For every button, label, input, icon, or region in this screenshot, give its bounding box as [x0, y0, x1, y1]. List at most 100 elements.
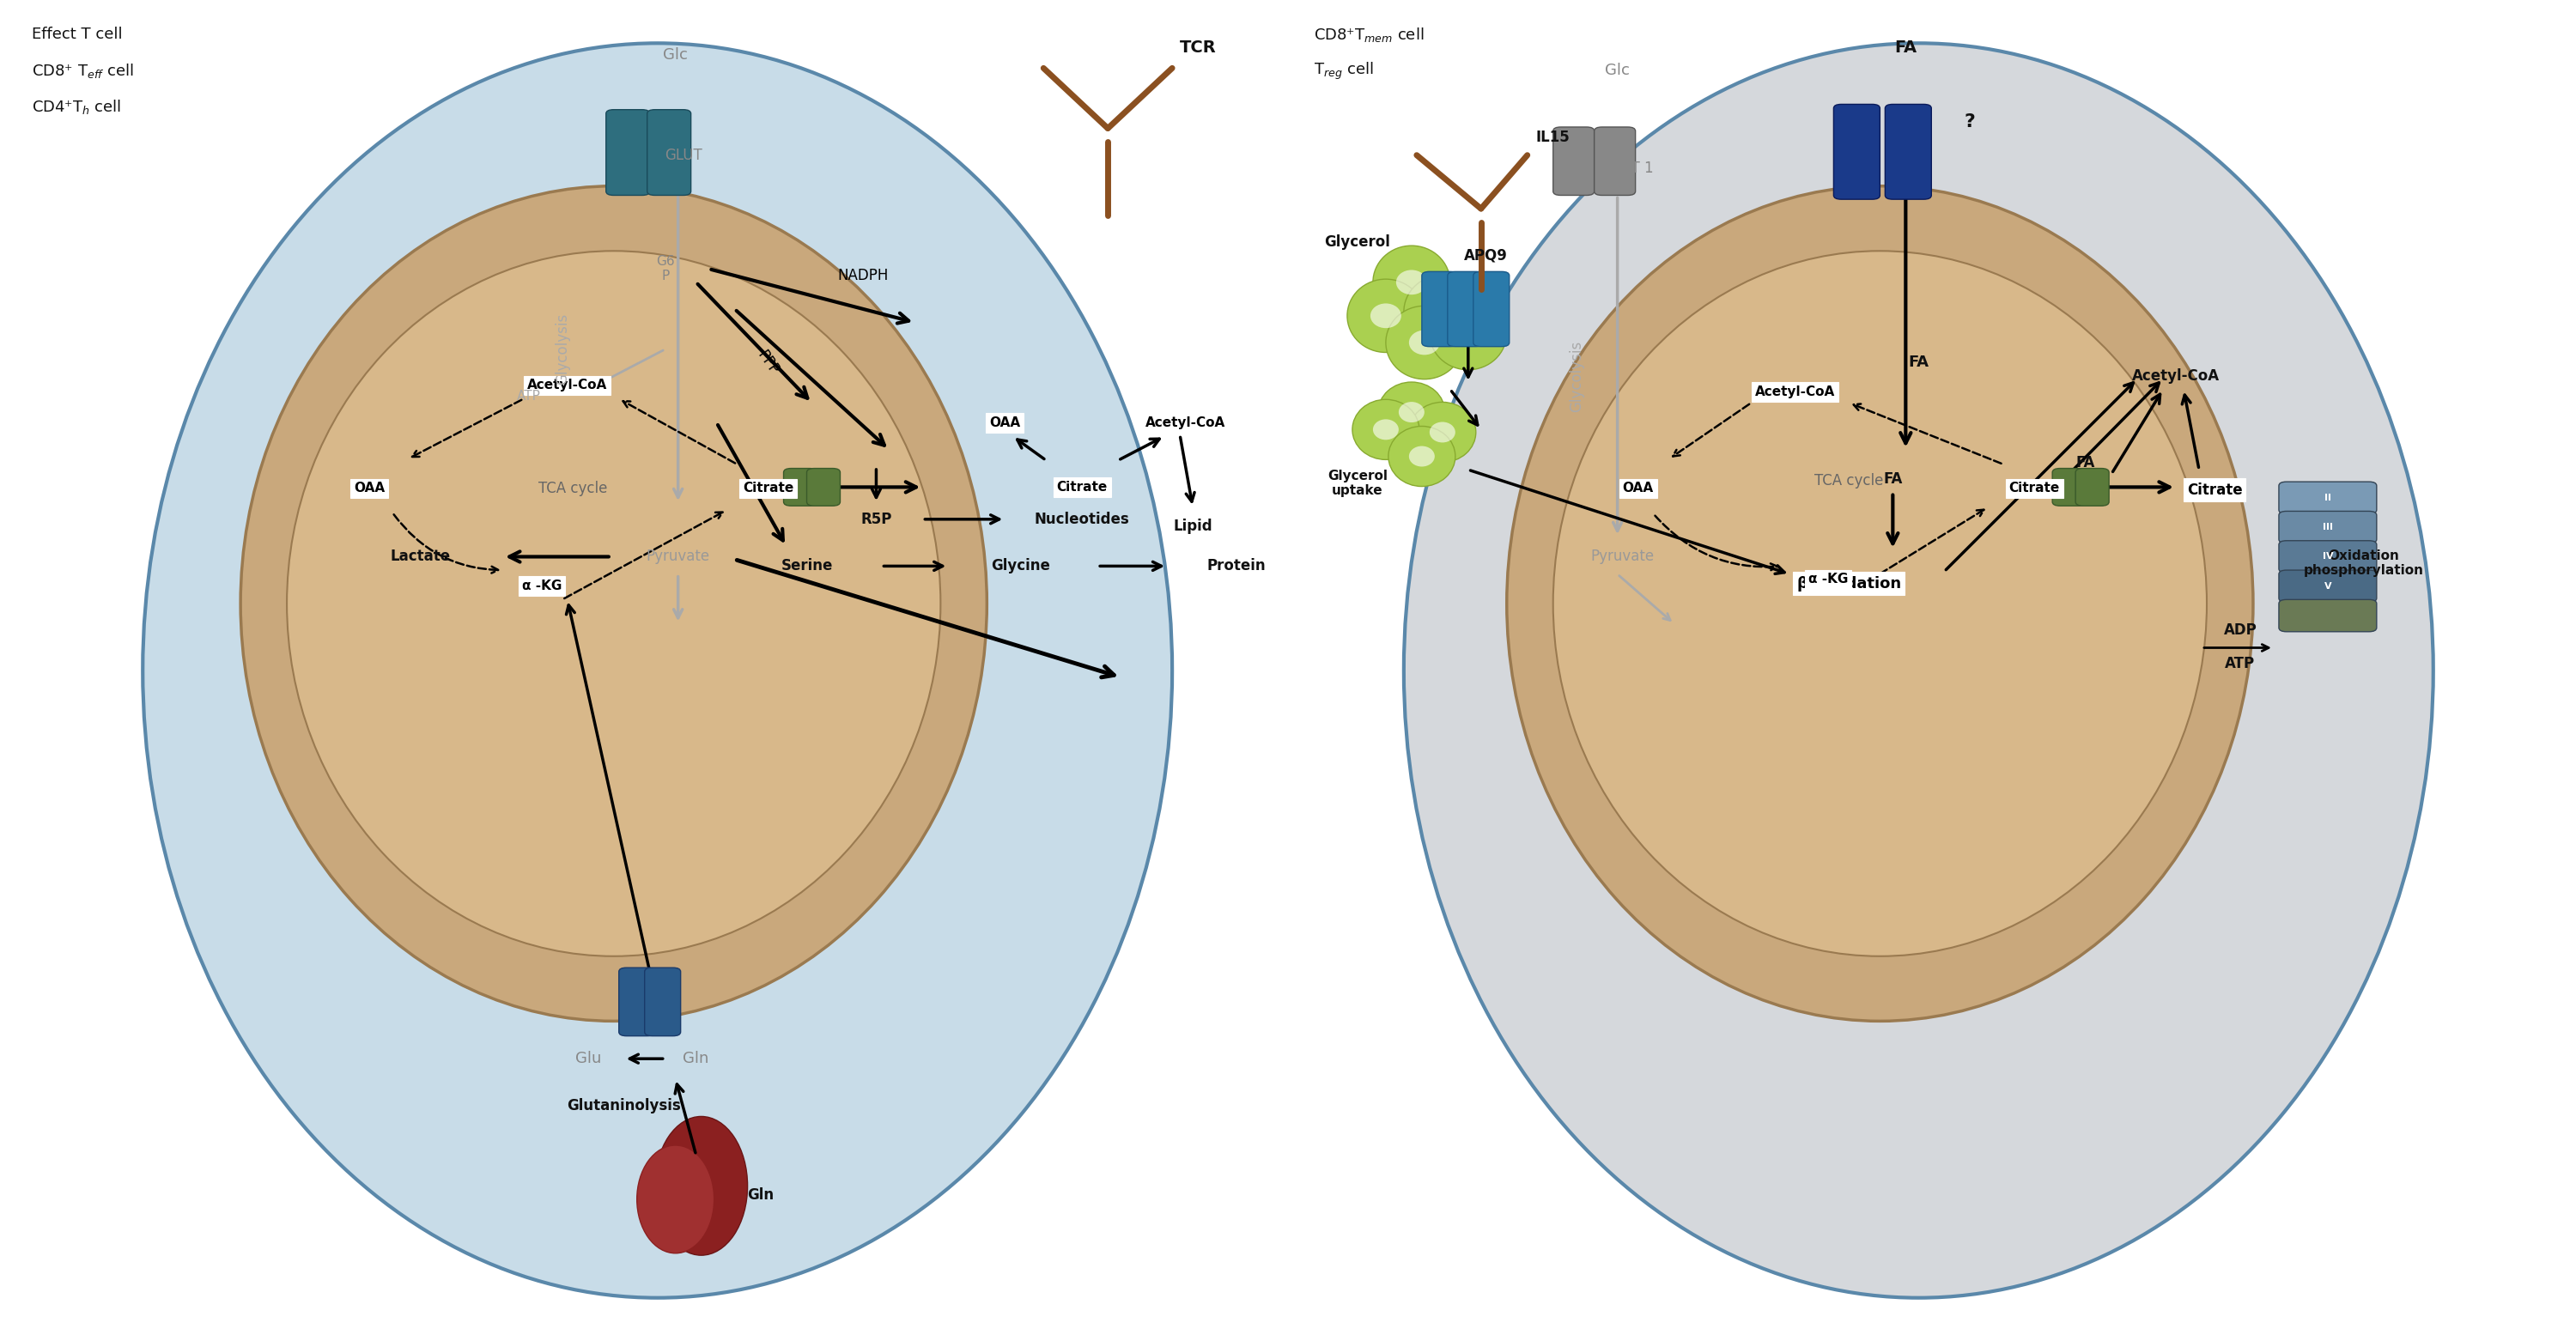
FancyBboxPatch shape: [605, 110, 649, 196]
Text: Citrate: Citrate: [2187, 481, 2241, 498]
Text: GLUT: GLUT: [665, 148, 703, 162]
FancyBboxPatch shape: [2076, 468, 2110, 506]
FancyBboxPatch shape: [618, 968, 654, 1037]
Text: II: II: [2324, 493, 2331, 502]
FancyBboxPatch shape: [2053, 468, 2087, 506]
FancyBboxPatch shape: [1886, 105, 1932, 200]
FancyBboxPatch shape: [2280, 540, 2378, 573]
Text: ADP: ADP: [2223, 622, 2257, 638]
Text: Lactate: Lactate: [392, 548, 451, 565]
FancyBboxPatch shape: [2280, 511, 2378, 543]
Ellipse shape: [636, 1145, 714, 1254]
Text: V: V: [2324, 582, 2331, 590]
Text: Citrate: Citrate: [1056, 480, 1108, 493]
Ellipse shape: [1388, 426, 1455, 487]
FancyBboxPatch shape: [647, 110, 690, 196]
Text: FA: FA: [1893, 40, 1917, 56]
Ellipse shape: [1507, 186, 2254, 1021]
Text: Glycolysis: Glycolysis: [1569, 341, 1584, 412]
Text: Glycerol
uptake: Glycerol uptake: [1327, 469, 1388, 498]
Text: Glycolysis: Glycolysis: [554, 314, 569, 385]
Ellipse shape: [1373, 245, 1450, 319]
Text: α -KG: α -KG: [523, 579, 562, 593]
FancyBboxPatch shape: [783, 468, 817, 506]
Text: Gln: Gln: [683, 1051, 708, 1066]
Ellipse shape: [1352, 400, 1419, 460]
FancyBboxPatch shape: [1834, 105, 1880, 200]
Text: Acetyl-CoA: Acetyl-CoA: [528, 380, 608, 392]
FancyBboxPatch shape: [1422, 272, 1458, 346]
FancyBboxPatch shape: [2280, 570, 2378, 602]
Ellipse shape: [1427, 299, 1458, 325]
Ellipse shape: [1430, 422, 1455, 443]
Text: Pyruvate: Pyruvate: [1592, 548, 1654, 565]
FancyBboxPatch shape: [644, 968, 680, 1037]
Text: GLUT 1: GLUT 1: [1602, 161, 1654, 176]
Text: III: III: [2324, 523, 2334, 531]
Text: FA: FA: [2076, 456, 2094, 471]
Text: β- oxidation: β- oxidation: [1798, 575, 1901, 591]
Text: Serine: Serine: [781, 558, 832, 574]
Text: Pyruvate: Pyruvate: [647, 548, 711, 565]
Text: Protein: Protein: [1208, 558, 1265, 574]
Text: TCA cycle: TCA cycle: [1814, 472, 1883, 488]
Ellipse shape: [1553, 251, 2208, 956]
Text: TCR: TCR: [1180, 40, 1216, 56]
Ellipse shape: [240, 186, 987, 1021]
Text: Acetyl-CoA: Acetyl-CoA: [2133, 369, 2221, 384]
Text: Glc: Glc: [1605, 63, 1631, 79]
Text: R5P: R5P: [860, 511, 891, 527]
Text: T$_{reg}$ cell: T$_{reg}$ cell: [1314, 60, 1373, 82]
Text: Citrate: Citrate: [2009, 481, 2061, 495]
Text: Citrate: Citrate: [742, 481, 793, 495]
Text: PPP: PPP: [755, 347, 783, 378]
Text: Glycerol: Glycerol: [1324, 235, 1391, 249]
FancyBboxPatch shape: [806, 468, 840, 506]
Text: Oxidation
phosphorylation: Oxidation phosphorylation: [2303, 550, 2424, 578]
Text: FA: FA: [1883, 471, 1904, 487]
Ellipse shape: [1399, 402, 1425, 422]
Text: Glutaninolysis: Glutaninolysis: [567, 1098, 680, 1113]
Text: OAA: OAA: [1623, 481, 1654, 495]
Text: FA: FA: [1909, 355, 1929, 370]
Ellipse shape: [142, 43, 1172, 1298]
Ellipse shape: [1409, 330, 1440, 355]
Ellipse shape: [1404, 275, 1481, 349]
FancyBboxPatch shape: [2280, 481, 2378, 514]
Text: Acetyl-CoA: Acetyl-CoA: [1144, 417, 1226, 429]
Ellipse shape: [1409, 447, 1435, 467]
Ellipse shape: [1370, 303, 1401, 329]
Ellipse shape: [654, 1117, 747, 1255]
Ellipse shape: [286, 251, 940, 956]
Text: Gln: Gln: [747, 1188, 773, 1203]
Ellipse shape: [1409, 402, 1476, 463]
Text: Acetyl-CoA: Acetyl-CoA: [1754, 386, 1834, 398]
FancyBboxPatch shape: [2280, 599, 2378, 632]
Text: Lipid: Lipid: [1172, 518, 1213, 534]
Text: CD4⁺T$_h$ cell: CD4⁺T$_h$ cell: [31, 98, 121, 115]
FancyBboxPatch shape: [1473, 272, 1510, 346]
Text: Glc: Glc: [662, 47, 688, 63]
Text: G6
P: G6 P: [657, 255, 675, 283]
Ellipse shape: [1396, 270, 1427, 295]
Text: ATP: ATP: [518, 390, 541, 402]
Ellipse shape: [1453, 320, 1484, 346]
Text: TCA cycle: TCA cycle: [538, 480, 608, 496]
Text: Glu: Glu: [574, 1051, 600, 1066]
Text: Effect T cell: Effect T cell: [31, 27, 124, 43]
Text: OAA: OAA: [989, 417, 1020, 429]
Text: CD8⁺ T$_{eff}$ cell: CD8⁺ T$_{eff}$ cell: [31, 62, 134, 80]
Text: CD8⁺T$_{mem}$ cell: CD8⁺T$_{mem}$ cell: [1314, 25, 1425, 44]
Ellipse shape: [1373, 420, 1399, 440]
Text: ?: ?: [1965, 113, 1976, 130]
Text: APQ9: APQ9: [1463, 248, 1507, 263]
Text: α -KG: α -KG: [1808, 573, 1850, 586]
FancyBboxPatch shape: [1553, 127, 1595, 196]
Text: Glycine: Glycine: [992, 558, 1051, 574]
Ellipse shape: [1378, 382, 1445, 443]
FancyBboxPatch shape: [1448, 272, 1484, 346]
Text: NADPH: NADPH: [837, 268, 889, 283]
Ellipse shape: [1430, 296, 1507, 370]
Text: IL15: IL15: [1535, 130, 1571, 145]
Ellipse shape: [1347, 279, 1425, 353]
